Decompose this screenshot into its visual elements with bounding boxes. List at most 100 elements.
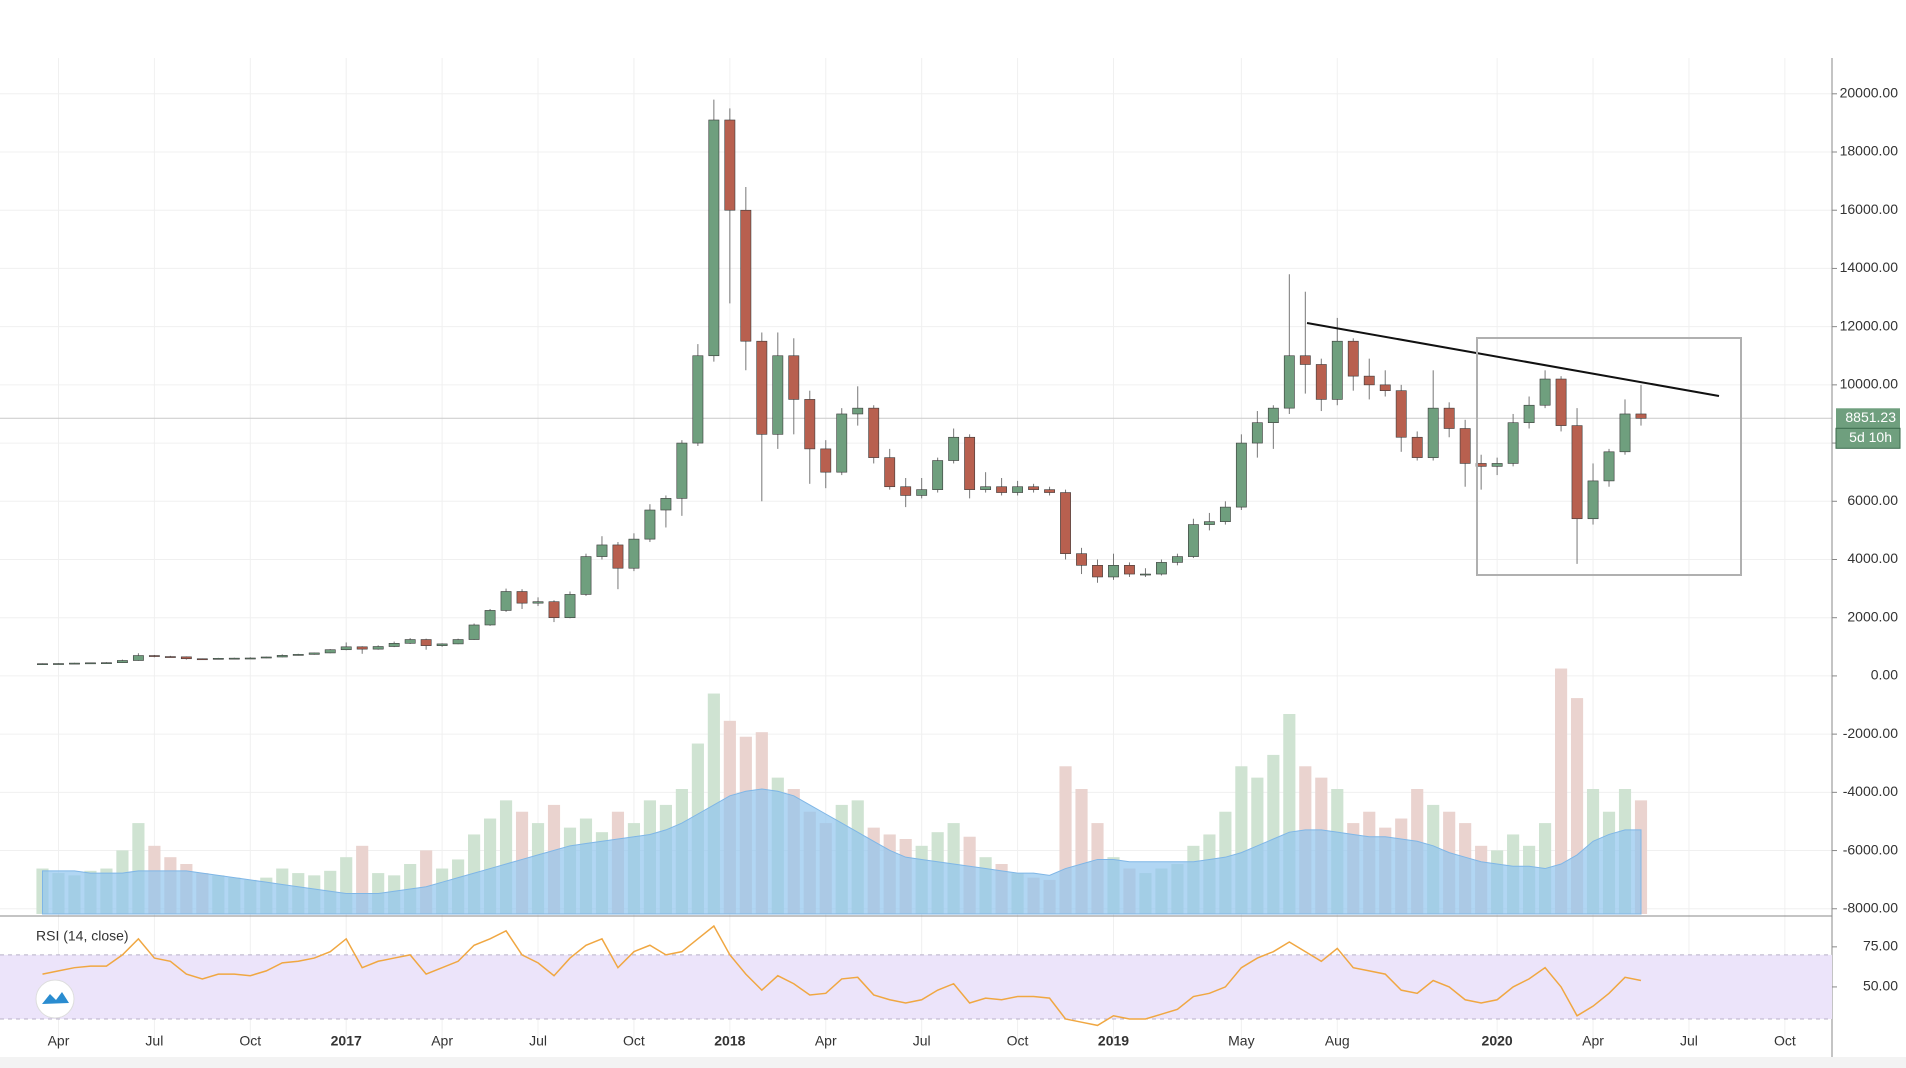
candle-body — [532, 601, 544, 604]
candle-body — [1140, 573, 1151, 576]
candle-body — [756, 340, 768, 435]
candle-body — [1395, 390, 1407, 438]
candle-body — [1203, 521, 1215, 525]
candle-body — [148, 655, 160, 657]
candle-body — [1331, 340, 1343, 400]
candle-body — [292, 654, 304, 656]
rsi-band — [0, 954, 1832, 1019]
candle-body — [37, 663, 48, 665]
x-tick-label: Oct — [1007, 1033, 1029, 1049]
candle-body — [1635, 413, 1647, 419]
last-price-label: 8851.23 — [1845, 409, 1896, 425]
candle-body — [180, 656, 192, 660]
last-price-box — [1836, 408, 1900, 429]
candle-body — [1587, 480, 1599, 520]
y-tick-label: -4000.00 — [1843, 783, 1898, 799]
logo-icon — [42, 992, 69, 1004]
x-tick-label: 2017 — [331, 1033, 362, 1049]
candle-body — [628, 538, 640, 569]
rsi-tick-label: 75.00 — [1863, 938, 1898, 954]
candle-body — [916, 489, 928, 496]
candle-body — [1251, 422, 1263, 444]
candle-body — [1267, 407, 1279, 423]
candle-body — [932, 460, 944, 490]
candle-body — [1443, 407, 1455, 429]
candle-body — [1555, 378, 1567, 426]
candle-body — [596, 544, 608, 557]
candle-body — [276, 655, 288, 658]
x-tick-label: 2019 — [1098, 1033, 1129, 1049]
candle-body — [644, 509, 656, 540]
countdown-label: 5d 10h — [1849, 429, 1892, 445]
candle-body — [740, 209, 752, 342]
x-tick-label: Jul — [529, 1033, 547, 1049]
candle-body — [436, 643, 448, 646]
candle-body — [244, 657, 256, 660]
x-tick-label: Apr — [1582, 1033, 1604, 1049]
candle-body — [548, 601, 560, 619]
candle-body — [900, 486, 912, 496]
x-tick-label: May — [1228, 1033, 1254, 1049]
candle-body — [69, 662, 80, 665]
candle-body — [468, 624, 480, 640]
candle-body — [85, 662, 96, 665]
rsi-tick-label: 50.00 — [1863, 978, 1898, 994]
candle-body — [1172, 556, 1183, 563]
candle-body — [1124, 565, 1135, 575]
candle-body — [1028, 486, 1039, 490]
candle-body — [1411, 436, 1423, 458]
y-tick-label: 18000.00 — [1840, 143, 1899, 159]
candle-body — [420, 639, 432, 646]
candle-body — [372, 646, 384, 650]
x-tick-label: Jul — [145, 1033, 163, 1049]
candle-body — [948, 436, 960, 461]
y-tick-label: 16000.00 — [1840, 201, 1899, 217]
x-tick-label: Jul — [913, 1033, 931, 1049]
candle-layer — [37, 99, 1647, 665]
candle-body — [1507, 422, 1519, 464]
trend-line — [1306, 322, 1720, 397]
candle-body — [1603, 451, 1615, 482]
candle-body — [1156, 562, 1167, 575]
candle-body — [1459, 428, 1471, 464]
x-tick-label: 2018 — [714, 1033, 745, 1049]
candle-body — [772, 355, 784, 435]
footer-bar — [0, 1057, 1906, 1068]
candle-body — [852, 407, 864, 415]
y-tick-label: 14000.00 — [1840, 259, 1899, 275]
axes-layer: -8000.00 -6000.00 -4000.00 -2000.00 0.00 2000… — [48, 85, 1901, 1049]
highlight-box — [1476, 337, 1742, 576]
candle-body — [1235, 442, 1247, 508]
x-tick-label: Oct — [623, 1033, 645, 1049]
candle-body — [708, 119, 720, 357]
candle-body — [53, 663, 64, 665]
candle-body — [1347, 340, 1359, 377]
volume-layer — [36, 668, 1648, 915]
candle-body — [1092, 565, 1103, 578]
candle-body — [980, 486, 992, 490]
y-tick-label: 0.00 — [1871, 667, 1898, 683]
x-tick-label: Oct — [1774, 1033, 1796, 1049]
x-tick-label: Aug — [1325, 1033, 1350, 1049]
candle-body — [788, 355, 800, 400]
candle-body — [101, 662, 112, 664]
candle-body — [820, 448, 832, 473]
candle-body — [340, 646, 352, 651]
candle-body — [724, 119, 736, 211]
candle-body — [1283, 355, 1295, 409]
y-tick-label: -8000.00 — [1843, 899, 1898, 915]
candle-body — [1491, 463, 1503, 467]
candle-body — [500, 591, 512, 611]
candle-body — [1299, 355, 1311, 365]
candle-body — [1571, 425, 1583, 520]
candle-body — [388, 643, 400, 647]
candle-body — [452, 639, 464, 645]
candle-body — [1076, 553, 1087, 566]
candle-body — [1060, 492, 1071, 554]
x-tick-label: Apr — [431, 1033, 453, 1049]
candle-body — [1315, 364, 1327, 400]
candle-body — [676, 442, 688, 499]
candle-body — [164, 656, 176, 658]
volume-ma-area — [41, 788, 1642, 915]
